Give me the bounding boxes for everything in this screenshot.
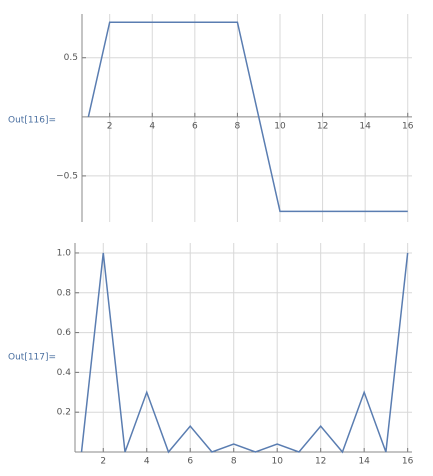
x-tick-label: 10 [274, 121, 286, 131]
x-tick-label: 14 [358, 457, 370, 467]
x-tick-label: 8 [235, 121, 241, 131]
x-tick-label: 14 [359, 121, 371, 131]
x-tick-label: 4 [149, 121, 155, 131]
y-tick-label: 0.5 [64, 53, 78, 63]
y-tick-label: 0.6 [57, 328, 72, 338]
y-tick-label: −0.5 [56, 171, 78, 181]
x-tick-label: 16 [402, 121, 414, 131]
x-tick-label: 4 [144, 457, 150, 467]
data-line [80, 252, 409, 454]
x-tick-label: 12 [315, 457, 326, 467]
x-tick-label: 8 [231, 457, 237, 467]
x-tick-label: 12 [317, 121, 328, 131]
y-tick-label: 1.0 [57, 248, 72, 258]
x-tick-label: 2 [107, 121, 113, 131]
x-tick-label: 16 [402, 457, 414, 467]
y-tick-label: 0.2 [57, 408, 71, 418]
output-label: Out[116]= [8, 116, 56, 126]
x-tick-label: 10 [271, 457, 283, 467]
output-label: Out[117]= [8, 353, 56, 363]
y-tick-label: 0.8 [57, 288, 72, 298]
x-tick-label: 6 [192, 121, 198, 131]
data-line [87, 21, 408, 213]
x-tick-label: 2 [100, 457, 106, 467]
x-tick-label: 6 [187, 457, 193, 467]
y-tick-label: 0.4 [57, 368, 72, 378]
